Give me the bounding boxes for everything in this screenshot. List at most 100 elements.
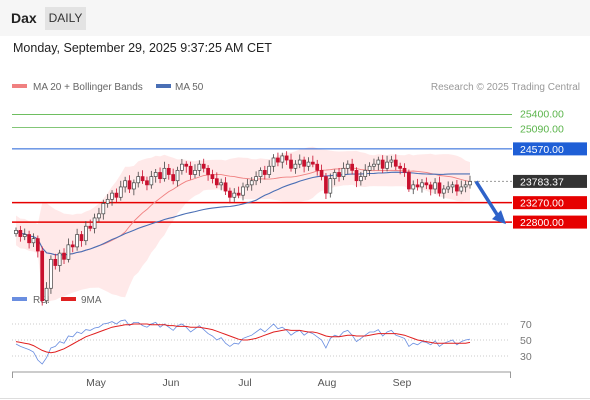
candle-body <box>57 252 62 266</box>
candle-body <box>110 192 114 200</box>
x-tick-label-aug: Aug <box>318 377 337 389</box>
candle-body <box>92 217 97 229</box>
candle-body <box>44 287 49 302</box>
candle-body <box>123 180 127 188</box>
candle-body <box>132 182 136 190</box>
candle-body <box>380 159 385 169</box>
candle-body <box>62 252 66 260</box>
candle-body <box>145 180 149 186</box>
candle-body <box>175 170 180 182</box>
rsi-tick-label: 50 <box>520 335 532 347</box>
ma50-legend-label: MA 50 <box>175 82 204 93</box>
candle-body <box>376 159 381 165</box>
x-tick-label-sep: Sep <box>393 377 412 389</box>
candle-body <box>455 184 459 192</box>
candle-body <box>332 172 337 180</box>
candle-body <box>149 176 154 186</box>
candle-body <box>446 186 451 190</box>
candle-body <box>236 192 241 196</box>
candle-body <box>389 159 394 163</box>
candle-body <box>40 250 45 302</box>
candle-body <box>267 165 272 175</box>
candle-body <box>254 176 258 182</box>
candle-body <box>271 157 276 167</box>
candle-body <box>49 258 53 289</box>
candle-body <box>372 163 376 167</box>
candle-body <box>402 167 407 173</box>
candle-body <box>158 172 162 180</box>
candle-body <box>206 167 210 175</box>
candle-body <box>428 184 433 190</box>
direction-arrow-shaft <box>474 180 500 218</box>
direction-arrow-head <box>492 210 506 225</box>
candle-body <box>219 182 224 186</box>
candle-body <box>262 170 267 175</box>
level-box-support-5 <box>513 215 587 229</box>
candle-body <box>18 230 23 237</box>
level-label-current-3: 23783.37 <box>520 176 564 188</box>
candle-body <box>66 244 71 260</box>
candle-body <box>140 176 145 182</box>
rsi-tick-label: 30 <box>520 351 532 363</box>
candle-body <box>88 225 93 229</box>
level-label-support-5: 22800.00 <box>520 217 564 229</box>
candle-body <box>245 184 250 188</box>
candle-body <box>398 165 403 169</box>
candle-body <box>293 163 298 169</box>
rsi-ma-legend-label: 9MA <box>81 295 102 306</box>
candle-body <box>459 186 464 192</box>
candle-body <box>180 163 184 171</box>
candle-body <box>14 230 18 235</box>
candle-body <box>201 163 206 169</box>
candle-body <box>162 167 167 180</box>
candle-body <box>214 178 219 186</box>
rsi-legend-swatch <box>12 297 27 301</box>
candle-body <box>249 180 254 186</box>
candle-body <box>345 163 350 169</box>
candle-body <box>210 174 215 180</box>
candle-body <box>232 192 237 198</box>
candle-body <box>450 184 455 188</box>
candle-body <box>70 244 75 248</box>
tab-daily[interactable]: DAILY <box>45 7 86 30</box>
candle-body <box>22 234 27 237</box>
candle-body <box>407 172 411 190</box>
candle-body <box>385 161 389 169</box>
instrument-title: Dax <box>11 10 37 26</box>
rsi-ma-legend-swatch <box>61 297 76 301</box>
candle-body <box>223 182 228 192</box>
candle-body <box>105 198 110 204</box>
candle-body <box>319 170 324 177</box>
candle-body <box>341 167 346 177</box>
candles-group <box>14 151 472 306</box>
candle-body <box>328 178 333 194</box>
candle-body <box>228 190 232 198</box>
candle-body <box>289 159 293 169</box>
candle-body <box>411 184 416 190</box>
x-tick-label-may: May <box>86 377 107 389</box>
rsi-ma-line <box>15 323 471 354</box>
candle-body <box>101 203 106 215</box>
level-label-pivot-4: 23270.00 <box>520 198 564 210</box>
candle-body <box>127 180 132 190</box>
candle-body <box>136 176 141 184</box>
candle-body <box>306 161 311 167</box>
candle-body <box>166 167 171 175</box>
x-tick-label-jun: Jun <box>163 377 180 389</box>
x-tick-label-jul: Jul <box>238 377 251 389</box>
candle-body <box>53 258 58 266</box>
level-box-current-3 <box>513 174 587 188</box>
candle-body <box>118 186 123 198</box>
rsi-line <box>15 319 471 365</box>
candle-body <box>463 184 468 188</box>
candle-body <box>184 163 189 167</box>
ma20-legend-swatch <box>12 84 27 88</box>
candle-body <box>315 163 320 171</box>
candle-body <box>441 188 446 194</box>
candle-body <box>367 165 372 171</box>
level-label-resistance-2: 24570.00 <box>520 144 564 156</box>
candle-body <box>153 172 158 177</box>
candle-body <box>284 155 289 161</box>
candle-body <box>171 174 176 182</box>
